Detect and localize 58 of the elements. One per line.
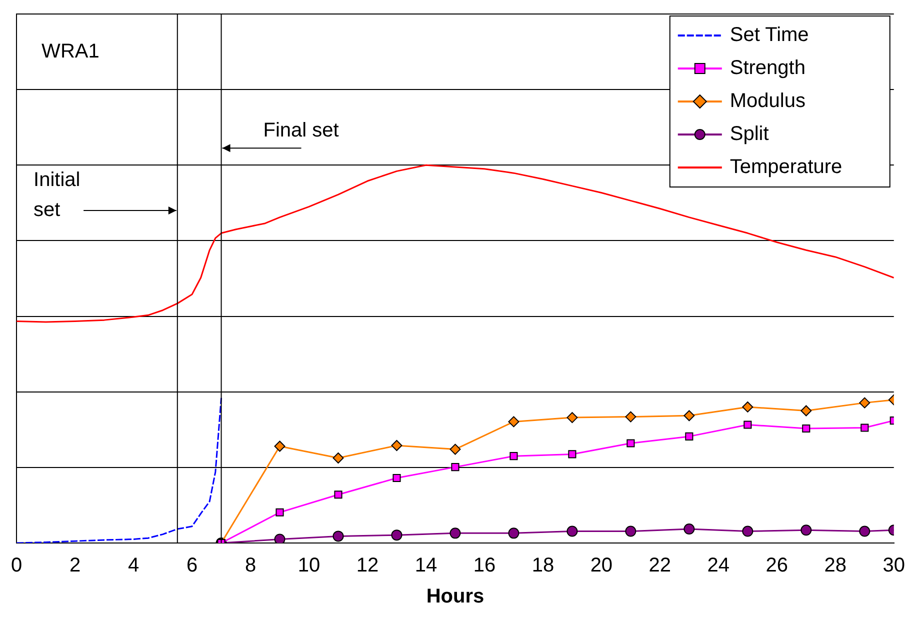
point [859,526,870,537]
point [332,452,344,464]
point [451,463,460,472]
point [334,490,342,499]
point [450,444,461,455]
legend-label: Set Time [730,24,809,46]
point [800,405,812,416]
x-tick-label: 0 [11,554,22,577]
x-axis-title: Hours [426,586,484,608]
x-tick-label: 22 [648,554,672,577]
point [566,526,578,537]
legend-label: Modulus [730,90,806,112]
point [510,452,518,460]
point [859,397,870,408]
x-tick-label: 20 [590,554,613,577]
point [626,439,635,448]
point [274,534,286,543]
point [744,420,752,429]
point [508,416,520,428]
legend-label: Temperature [730,156,842,178]
point [566,412,578,424]
point [802,424,810,433]
point [800,524,812,536]
legend-label: Split [730,123,770,146]
x-tick-label: 28 [824,554,847,577]
point [392,474,401,482]
point [508,528,520,539]
point [332,530,344,542]
legend-label: Strength [730,57,806,80]
point [684,524,695,535]
x-tick-label: 26 [766,554,788,577]
point [684,410,695,422]
point [274,440,286,452]
x-tick-label: 4 [128,554,140,577]
point [276,508,284,516]
x-tick-label: 8 [244,554,256,577]
point [568,450,576,458]
point [685,432,694,440]
x-tick-label: 2 [69,554,81,577]
x-tick-label: 30 [882,554,905,577]
point [450,528,461,539]
annotation: Initial set [34,169,80,221]
text: WRA1 [42,40,100,63]
x-tick-label: 12 [356,554,379,577]
point [391,440,402,452]
annotation: Final set [263,120,340,142]
point [391,530,402,541]
x-tick-label: 6 [186,554,198,577]
x-tick-label: 16 [473,554,496,577]
x-tick-label: 10 [298,554,320,577]
x-tick-label: 14 [414,554,438,577]
point [625,526,636,537]
point [625,411,636,422]
x-tick-label: 24 [707,554,730,577]
point [742,526,754,537]
point [860,424,869,432]
x-tick-label: 18 [532,554,554,577]
point [742,401,754,412]
